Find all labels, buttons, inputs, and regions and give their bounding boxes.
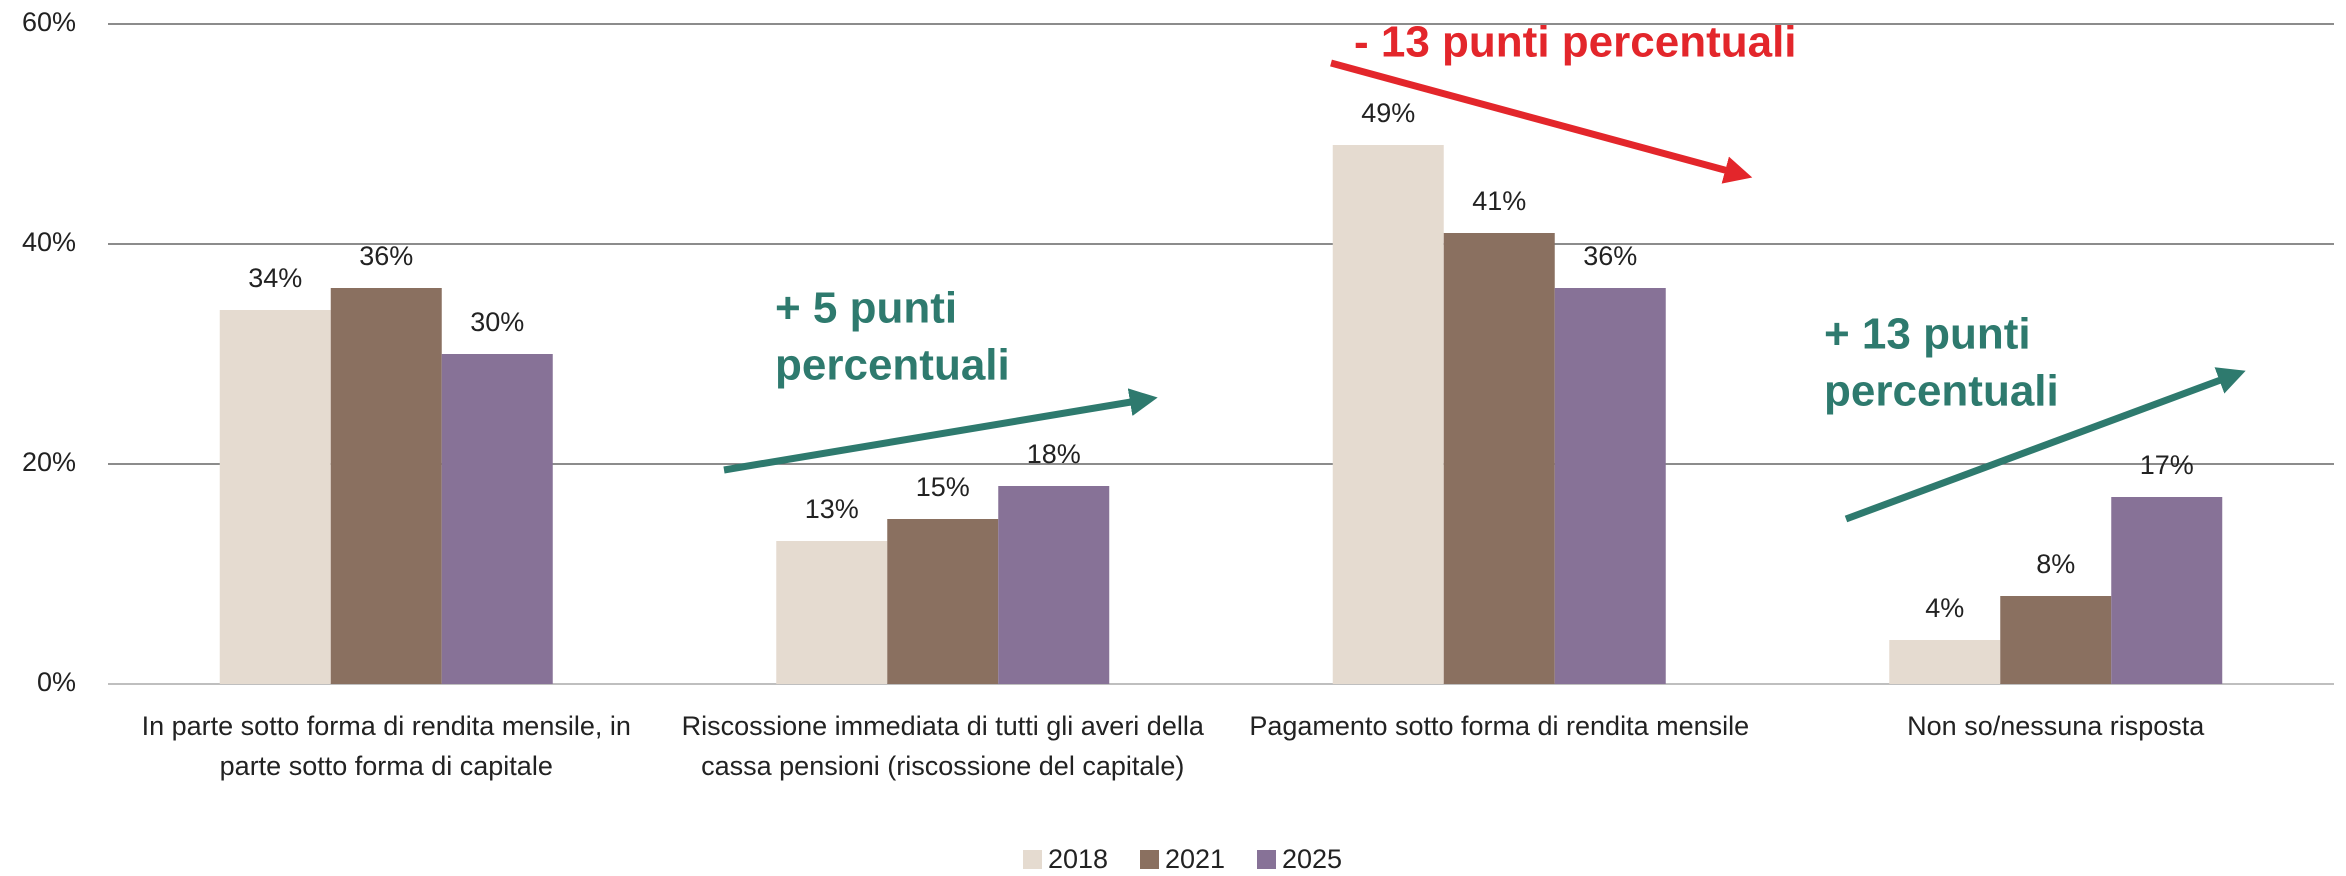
bar [2000,596,2112,684]
legend-swatch [1140,850,1159,869]
value-label: 36% [359,241,413,271]
value-label: 36% [1583,241,1637,271]
bar [1332,145,1444,684]
legend-swatch [1023,850,1042,869]
value-label: 18% [1027,439,1081,469]
annotation: - 13 punti percentuali [1354,18,1797,67]
y-tick-label: 20% [22,447,76,477]
annotation: percentuali [1824,367,2059,416]
value-label: 13% [805,494,859,524]
value-label: 15% [916,472,970,502]
value-label: 34% [248,263,302,293]
bar [2111,497,2223,684]
value-label: 49% [1361,98,1415,128]
x-tick-label: Riscossione immediata di tutti gli averi… [681,711,1204,781]
annotation: + 13 punti [1824,310,2031,359]
bar [1889,640,2001,684]
bar [1554,288,1666,684]
value-label: 17% [2140,450,2194,480]
annotation: percentuali [775,341,1010,390]
legend-label: 2025 [1282,844,1342,874]
annotation: + 5 punti [775,284,957,333]
y-tick-label: 60% [22,7,76,37]
bar [1443,233,1555,684]
x-tick-label: Non so/nessuna risposta [1907,711,2205,741]
bar [776,541,888,684]
bar [330,288,442,684]
bar [887,519,999,684]
value-label: 4% [1925,593,1964,623]
annotation-arrow [1844,367,2246,523]
bar [998,486,1110,684]
value-label: 8% [2036,549,2075,579]
value-label: 30% [470,307,524,337]
bar [441,354,553,684]
annotation-arrow [723,388,1158,474]
x-tick-label: Pagamento sotto forma di rendita mensile [1249,711,1750,741]
y-tick-label: 0% [37,667,76,697]
y-tick-label: 40% [22,227,76,257]
legend-label: 2021 [1165,844,1225,874]
legend-label: 2018 [1048,844,1108,874]
value-label: 41% [1472,186,1526,216]
annotation-arrow [1330,59,1753,184]
bar [219,310,331,684]
x-tick-label: In parte sotto forma di rendita mensile,… [141,711,631,781]
legend-swatch [1257,850,1276,869]
